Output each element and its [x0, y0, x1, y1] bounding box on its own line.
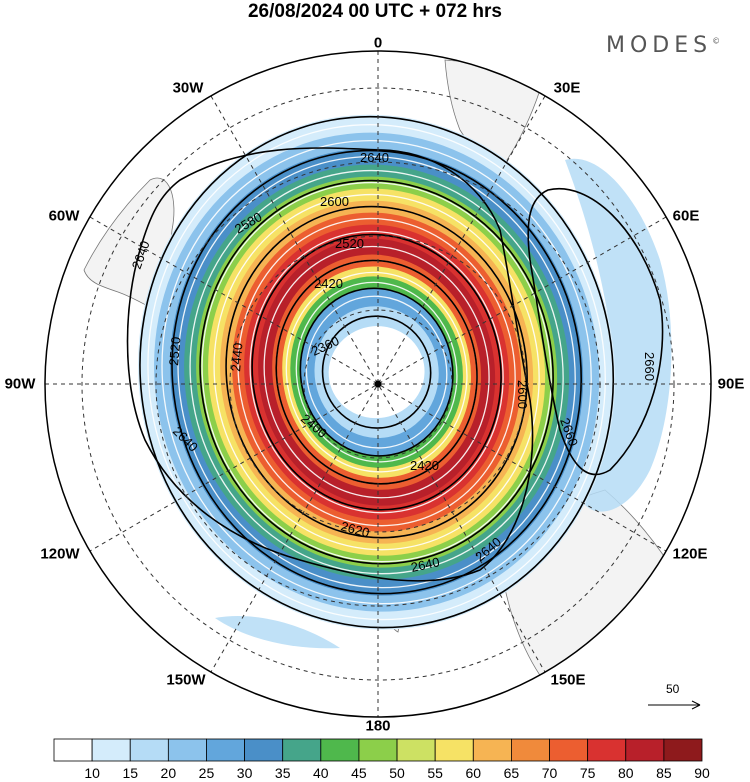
colorbar-swatch [358, 738, 398, 762]
colorbar-swatch [625, 738, 665, 762]
colorbar-tick-label: 20 [160, 765, 177, 781]
lon-label-150e: 150E [550, 671, 586, 689]
contour-label: 2620 [339, 518, 371, 540]
colorbar-swatch [244, 738, 284, 762]
colorbar [53, 738, 703, 762]
colorbar-swatch [206, 738, 245, 762]
lon-label-0: 0 [373, 34, 383, 52]
colorbar-swatch [472, 738, 512, 762]
colorbar-tick-label: 80 [617, 765, 634, 781]
colorbar-swatch [434, 738, 474, 762]
colorbar-swatch [511, 738, 550, 762]
colorbar-tick-label: 15 [122, 765, 139, 781]
contour-label: 2640 [360, 150, 389, 165]
colorbar-tick-label: 90 [694, 765, 710, 781]
colorbar-tick-label: 30 [236, 765, 253, 781]
colorbar-swatch [320, 738, 360, 762]
jet-patch-south [215, 616, 340, 649]
colorbar-swatch [587, 738, 627, 762]
reference-vector-label: 50 [666, 682, 680, 696]
colorbar-swatch [549, 738, 589, 762]
height-contours [139, 115, 615, 629]
contour-label: 2520 [335, 236, 364, 251]
map-title: 26/08/2024 00 UTC + 072 hrs [247, 1, 503, 22]
south-pole-marker [374, 380, 382, 388]
colorbar-swatch [167, 738, 207, 762]
colorbar-tick-label: 45 [351, 765, 367, 781]
colorbar-tick-label: 35 [274, 765, 291, 781]
lon-label-30w: 30W [172, 79, 204, 97]
colorbar-swatch [396, 738, 436, 762]
lon-label-120e: 120E [672, 545, 708, 563]
map-disc [45, 51, 711, 717]
lon-label-90e: 90E [717, 375, 745, 393]
contour-label: 2520 [166, 336, 183, 366]
colorbar-tick-label: 65 [503, 765, 520, 781]
contour-label: 2420 [410, 458, 439, 473]
lon-label-30e: 30E [553, 79, 581, 97]
contour-label: 2420 [314, 276, 343, 291]
colorbar-tick-label: 40 [313, 765, 329, 781]
reference-vector-arrow [648, 700, 701, 710]
lon-label-60e: 60E [672, 207, 700, 225]
colorbar-tick-label: 85 [656, 765, 672, 781]
colorbar-swatch [663, 738, 703, 762]
contour-2660-east [527, 187, 664, 476]
lon-label-60w: 60W [48, 207, 80, 225]
colorbar-tick-label: 10 [84, 765, 100, 781]
contour-label: 2600 [320, 194, 349, 209]
lon-label-180: 180 [365, 717, 391, 735]
colorbar-tick-label: 55 [427, 765, 443, 781]
lon-label-150w: 150W [166, 671, 206, 689]
colorbar-tick-label: 60 [465, 765, 482, 781]
colorbar-tick-label: 50 [389, 765, 405, 781]
colorbar-swatch [53, 738, 93, 762]
colorbar-tick-label: 25 [198, 765, 215, 781]
contour-labels: 2640 2600 2580 2520 2420 2360 2640 2520 … [129, 150, 657, 575]
contour-label: 2440 [228, 342, 245, 372]
jet-patch-east [565, 158, 672, 512]
lon-label-90w: 90W [4, 375, 36, 393]
colorbar-tick-label: 70 [541, 765, 558, 781]
contour-2640-outer [126, 147, 534, 582]
colorbar-tick-label: 75 [579, 765, 596, 781]
contour-label: 2660 [642, 352, 657, 381]
map-border [44, 50, 712, 718]
contour-label: 2640 [410, 554, 441, 575]
contour-label: 2600 [515, 380, 530, 409]
brand-logo: MODES© [606, 33, 721, 58]
graticule [45, 51, 711, 717]
colorbar-swatch [129, 738, 169, 762]
colorbar-swatch [91, 738, 131, 762]
lon-label-120w: 120W [40, 545, 80, 563]
colorbar-swatch [282, 738, 322, 762]
streamlines [147, 124, 606, 621]
